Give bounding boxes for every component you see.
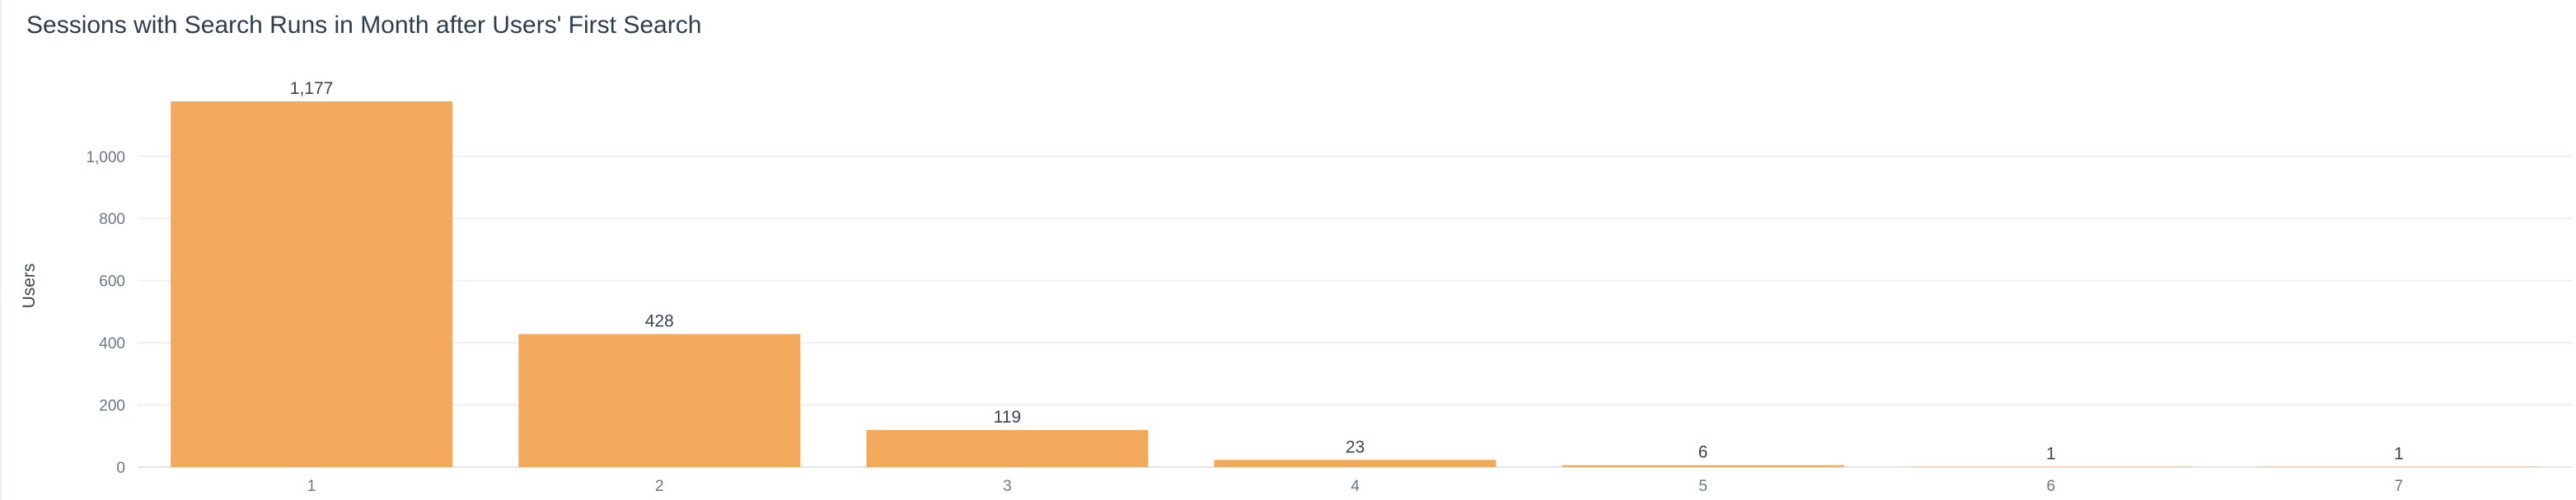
x-tick-label: 1 — [307, 478, 316, 495]
bar[interactable] — [866, 430, 1149, 467]
y-tick-label: 600 — [99, 273, 125, 291]
bar-value-label: 1,177 — [290, 79, 334, 98]
bars — [171, 101, 2540, 467]
bar[interactable] — [1214, 460, 1496, 467]
x-tick-label: 7 — [2395, 478, 2404, 495]
x-tick-label: 2 — [655, 478, 664, 495]
x-tick-label: 3 — [1003, 478, 1012, 495]
y-tick-label: 400 — [99, 335, 125, 353]
y-axis-ticks: 0 200 400 600 800 1,000 — [86, 149, 125, 477]
bar-value-label: 1 — [2394, 445, 2404, 464]
x-tick-label: 5 — [1698, 478, 1707, 495]
y-tick-label: 200 — [99, 398, 125, 415]
bar-value-label: 1 — [2046, 445, 2056, 464]
bar-value-label: 428 — [645, 312, 674, 331]
y-tick-label: 800 — [99, 211, 125, 228]
bar-value-label: 6 — [1698, 443, 1708, 462]
bar-value-label: 23 — [1346, 437, 1365, 456]
x-axis-ticks: 1 2 3 4 5 6 7 — [307, 478, 2403, 495]
x-tick-label: 6 — [2046, 478, 2055, 495]
bar[interactable] — [518, 334, 801, 467]
bar-value-label: 119 — [994, 408, 1021, 427]
y-tick-label: 1,000 — [86, 149, 125, 166]
value-labels: 1,177 428 119 23 6 1 1 — [290, 79, 2404, 464]
y-tick-label: 0 — [116, 460, 125, 477]
x-tick-label: 4 — [1351, 478, 1360, 495]
gridlines — [138, 155, 2573, 468]
chart-title: Sessions with Search Runs in Month after… — [26, 12, 702, 39]
bar[interactable] — [171, 101, 453, 467]
y-axis-title: Users — [20, 264, 39, 309]
bar[interactable] — [1562, 465, 1844, 467]
